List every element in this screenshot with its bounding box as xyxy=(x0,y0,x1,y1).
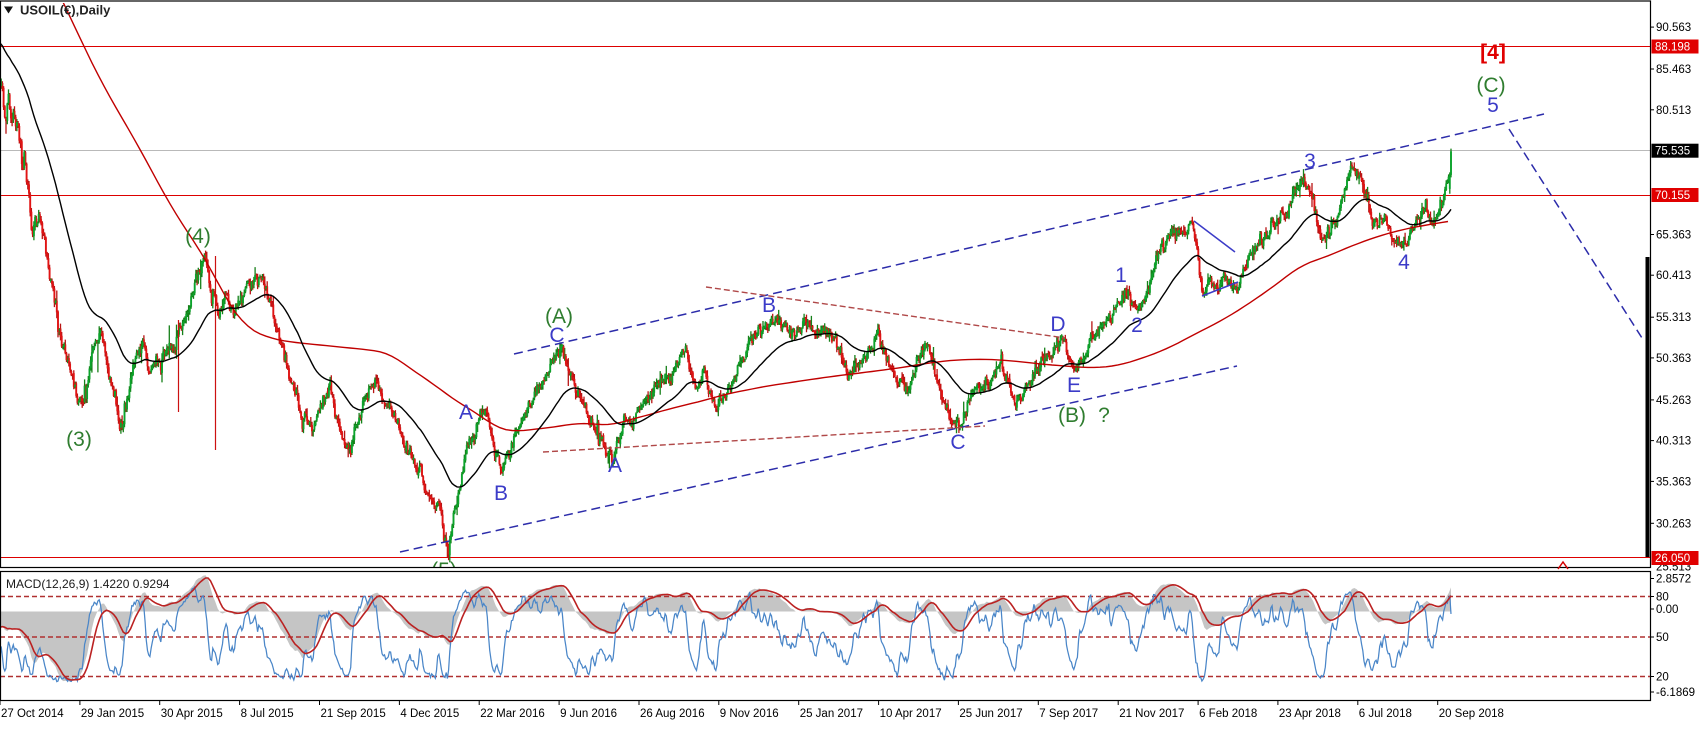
svg-text:USOIL(€),Daily: USOIL(€),Daily xyxy=(20,3,111,18)
svg-text:25 Jun 2017: 25 Jun 2017 xyxy=(959,708,1022,720)
svg-text:C: C xyxy=(549,324,564,347)
svg-text:29 Jan 2015: 29 Jan 2015 xyxy=(81,708,144,720)
svg-text:A: A xyxy=(459,401,473,424)
svg-text:60.413: 60.413 xyxy=(1656,270,1691,282)
svg-text:55.313: 55.313 xyxy=(1656,312,1691,324)
svg-text:40.313: 40.313 xyxy=(1656,436,1691,448)
svg-text:(3): (3) xyxy=(66,428,92,451)
svg-text:(A): (A) xyxy=(545,305,573,328)
svg-text:50.363: 50.363 xyxy=(1656,353,1691,365)
svg-text:27 Oct 2014: 27 Oct 2014 xyxy=(1,708,64,720)
svg-text:21 Sep 2015: 21 Sep 2015 xyxy=(321,708,386,720)
svg-text:0.00: 0.00 xyxy=(1656,604,1678,616)
svg-text:85.463: 85.463 xyxy=(1656,64,1691,76)
svg-text:(5): (5) xyxy=(431,559,457,582)
svg-text:22 Mar 2016: 22 Mar 2016 xyxy=(480,708,545,720)
svg-text:10 Apr 2017: 10 Apr 2017 xyxy=(880,708,942,720)
svg-text:35.363: 35.363 xyxy=(1656,476,1691,488)
svg-text:25 Jan 2017: 25 Jan 2017 xyxy=(800,708,863,720)
svg-text:(C): (C) xyxy=(1476,74,1505,97)
svg-text:8 Jul 2015: 8 Jul 2015 xyxy=(241,708,294,720)
svg-text:(B): (B) xyxy=(1058,404,1086,427)
svg-text:9 Jun 2016: 9 Jun 2016 xyxy=(560,708,617,720)
svg-text:7 Sep 2017: 7 Sep 2017 xyxy=(1039,708,1098,720)
svg-text:?: ? xyxy=(1098,404,1110,427)
svg-text:2: 2 xyxy=(1131,314,1143,337)
svg-text:9 Nov 2016: 9 Nov 2016 xyxy=(720,708,779,720)
svg-text:30 Apr 2015: 30 Apr 2015 xyxy=(161,708,223,720)
svg-text:88.198: 88.198 xyxy=(1655,42,1690,54)
svg-text:26 Aug 2016: 26 Aug 2016 xyxy=(640,708,705,720)
svg-text:D: D xyxy=(1050,313,1065,336)
svg-text:C: C xyxy=(950,431,965,454)
svg-text:4 Dec 2015: 4 Dec 2015 xyxy=(400,708,459,720)
svg-text:75.535: 75.535 xyxy=(1655,146,1690,158)
svg-text:2.8572: 2.8572 xyxy=(1656,574,1691,586)
svg-text:4: 4 xyxy=(1398,251,1410,274)
svg-text:1: 1 xyxy=(1115,264,1127,287)
svg-text:45.263: 45.263 xyxy=(1656,395,1691,407)
svg-text:-6.1869: -6.1869 xyxy=(1656,687,1695,699)
svg-text:E: E xyxy=(1067,374,1081,397)
svg-text:80.513: 80.513 xyxy=(1656,105,1691,117)
svg-text:6 Jul 2018: 6 Jul 2018 xyxy=(1359,708,1412,720)
svg-text:B: B xyxy=(494,482,508,505)
svg-text:(4): (4) xyxy=(185,225,211,248)
svg-text:30.263: 30.263 xyxy=(1656,518,1691,530)
svg-text:80: 80 xyxy=(1656,592,1669,604)
svg-text:[4]: [4] xyxy=(1480,41,1506,64)
svg-text:23 Apr 2018: 23 Apr 2018 xyxy=(1279,708,1341,720)
svg-text:65.363: 65.363 xyxy=(1656,230,1691,242)
svg-text:3: 3 xyxy=(1304,150,1316,173)
svg-text:21 Nov 2017: 21 Nov 2017 xyxy=(1119,708,1184,720)
svg-text:20: 20 xyxy=(1656,672,1669,684)
svg-text:20 Sep 2018: 20 Sep 2018 xyxy=(1439,708,1504,720)
svg-text:50: 50 xyxy=(1656,632,1669,644)
svg-text:5: 5 xyxy=(1487,94,1499,117)
svg-text:MACD(12,26,9) 1.4220 0.9294: MACD(12,26,9) 1.4220 0.9294 xyxy=(6,577,170,591)
svg-text:6 Feb 2018: 6 Feb 2018 xyxy=(1199,708,1257,720)
svg-text:26.050: 26.050 xyxy=(1655,553,1690,565)
svg-text:B: B xyxy=(762,294,776,317)
svg-text:90.563: 90.563 xyxy=(1656,22,1691,34)
svg-text:70.155: 70.155 xyxy=(1655,190,1690,202)
svg-text:A: A xyxy=(608,454,622,477)
